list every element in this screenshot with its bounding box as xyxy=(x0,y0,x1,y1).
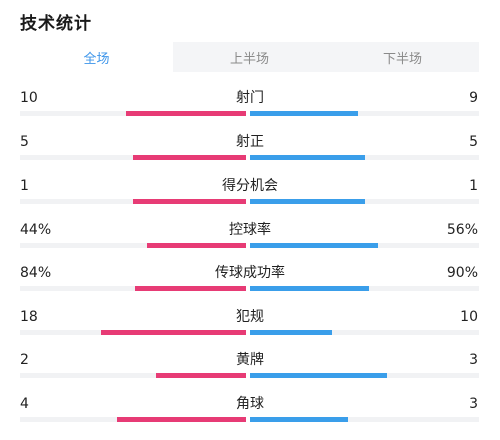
home-bar xyxy=(133,199,246,204)
tab-second-half[interactable]: 下半场 xyxy=(382,51,422,67)
home-value: 4 xyxy=(20,396,29,412)
away-bar-track xyxy=(250,417,479,422)
away-bar xyxy=(250,199,365,204)
away-bar-track xyxy=(250,243,479,248)
away-bar xyxy=(250,155,365,160)
home-bar xyxy=(146,243,246,248)
away-bar xyxy=(250,243,379,248)
stat-row-fouls: 18 犯规 10 xyxy=(0,309,500,349)
stat-row-shots-on-target: 5 射正 5 xyxy=(0,134,500,174)
tab-full-match[interactable]: 全场 xyxy=(20,42,173,72)
stat-label: 射正 xyxy=(236,134,264,150)
home-bar xyxy=(101,330,246,335)
home-bar xyxy=(126,111,246,116)
home-bar-track xyxy=(20,330,246,335)
away-bar-track xyxy=(250,199,479,204)
home-value: 2 xyxy=(20,352,29,368)
stat-label: 射门 xyxy=(236,90,264,106)
away-bar xyxy=(250,330,333,335)
stat-label: 黄牌 xyxy=(236,352,264,368)
stat-row-corners: 4 角球 3 xyxy=(0,396,500,436)
away-bar xyxy=(250,286,370,291)
away-value: 1 xyxy=(469,178,478,194)
home-value: 44% xyxy=(20,222,52,238)
stat-label: 犯规 xyxy=(236,309,264,325)
period-tabs: 全场 上半场 下半场 xyxy=(20,42,479,72)
away-bar-track xyxy=(250,111,479,116)
home-bar xyxy=(133,155,246,160)
stat-row-pass-accuracy: 84% 传球成功率 90% xyxy=(0,265,500,305)
stat-row-chances: 1 得分机会 1 xyxy=(0,178,500,218)
away-value: 9 xyxy=(469,90,478,106)
stat-row-shots: 10 射门 9 xyxy=(0,90,500,130)
home-bar xyxy=(135,286,246,291)
home-bar-track xyxy=(20,286,246,291)
home-bar xyxy=(117,417,246,422)
away-bar-track xyxy=(250,155,479,160)
away-bar xyxy=(250,417,349,422)
page-title: 技术统计 xyxy=(20,14,92,34)
home-bar-track xyxy=(20,243,246,248)
away-bar-track xyxy=(250,373,479,378)
home-value: 84% xyxy=(20,265,52,281)
home-value: 1 xyxy=(20,178,29,194)
home-bar-track xyxy=(20,155,246,160)
home-bar xyxy=(155,373,246,378)
stat-label: 控球率 xyxy=(229,222,271,238)
home-bar-track xyxy=(20,199,246,204)
away-bar xyxy=(250,373,388,378)
away-value: 56% xyxy=(446,222,478,238)
stat-label: 得分机会 xyxy=(222,178,278,194)
home-bar-track xyxy=(20,373,246,378)
stat-row-possession: 44% 控球率 56% xyxy=(0,222,500,262)
home-value: 18 xyxy=(20,309,38,325)
home-value: 5 xyxy=(20,134,29,150)
away-bar xyxy=(250,111,358,116)
away-value: 10 xyxy=(460,309,478,325)
away-value: 3 xyxy=(469,352,478,368)
away-bar-track xyxy=(250,286,479,291)
home-bar-track xyxy=(20,111,246,116)
tab-first-half[interactable]: 上半场 xyxy=(229,51,269,67)
away-value: 5 xyxy=(469,134,478,150)
stat-row-yellow-cards: 2 黄牌 3 xyxy=(0,352,500,392)
home-bar-track xyxy=(20,417,246,422)
away-value: 90% xyxy=(446,265,478,281)
home-value: 10 xyxy=(20,90,38,106)
away-value: 3 xyxy=(469,396,478,412)
away-bar-track xyxy=(250,330,479,335)
stat-label: 角球 xyxy=(236,396,264,412)
stat-label: 传球成功率 xyxy=(215,265,285,281)
